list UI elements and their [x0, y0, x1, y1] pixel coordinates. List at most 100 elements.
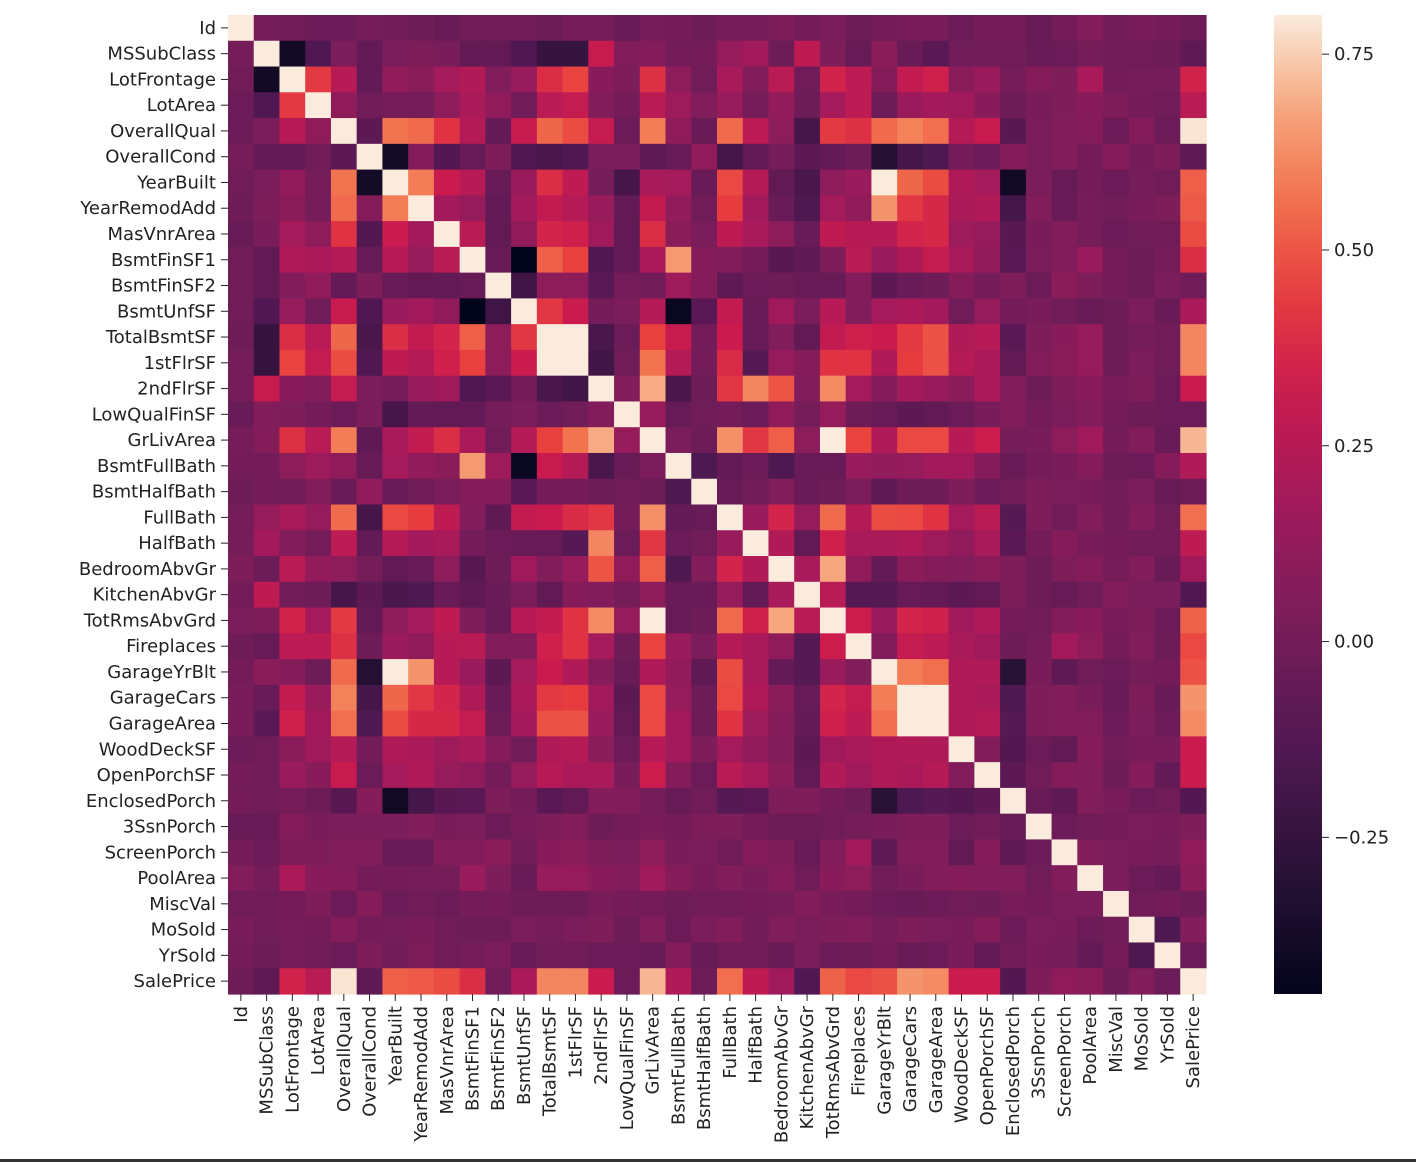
heatmap-cell: [1154, 118, 1181, 145]
heatmap-cell: [330, 452, 358, 480]
row-label: HalfBath: [138, 533, 216, 554]
heatmap-cell: [717, 787, 744, 815]
heatmap-cell: [356, 324, 384, 351]
heatmap-cell: [408, 195, 435, 222]
heatmap-cell: [330, 890, 358, 918]
heatmap-cell: [742, 118, 770, 145]
heatmap-cell: [665, 916, 692, 944]
heatmap-cell: [871, 942, 898, 969]
heatmap-cell: [1180, 839, 1207, 866]
heatmap-cell: [562, 942, 589, 969]
heatmap-cell: [691, 556, 718, 583]
row-label: OverallCond: [105, 147, 216, 168]
heatmap-cell: [768, 762, 795, 789]
heatmap-cell: [665, 349, 692, 377]
heatmap-cell: [922, 787, 950, 815]
heatmap-cell: [279, 298, 306, 325]
heatmap-cell: [948, 916, 975, 944]
heatmap-cell: [1077, 916, 1104, 944]
heatmap-cell: [485, 607, 512, 634]
row-label: BsmtFinSF2: [111, 276, 216, 297]
heatmap-cell: [562, 349, 589, 377]
heatmap-cell: [948, 942, 975, 969]
heatmap-cell: [922, 40, 950, 68]
heatmap-cell: [974, 221, 1001, 248]
heatmap-cell: [588, 787, 615, 815]
heatmap-cell: [922, 762, 950, 789]
heatmap-cell: [768, 478, 795, 506]
heatmap-cell: [279, 349, 306, 377]
heatmap-cell: [1103, 813, 1130, 841]
heatmap-cell: [511, 221, 538, 248]
heatmap-cell: [897, 478, 924, 506]
heatmap-cell: [485, 504, 512, 531]
heatmap-cell: [717, 633, 744, 660]
heatmap-cell: [948, 118, 975, 145]
heatmap-cell: [562, 916, 589, 944]
heatmap-cell: [922, 556, 950, 583]
heatmap-cell: [897, 324, 924, 351]
heatmap-cell: [485, 787, 512, 815]
heatmap-cell: [845, 221, 873, 248]
heatmap-cell: [356, 504, 384, 531]
heatmap-cell: [691, 813, 718, 841]
heatmap-cell: [948, 324, 975, 351]
heatmap-cell: [845, 942, 873, 969]
heatmap-cell: [768, 942, 795, 969]
heatmap-cell: [974, 169, 1001, 196]
heatmap-cell: [1103, 272, 1130, 299]
heatmap-cell: [639, 736, 667, 763]
heatmap-cell: [305, 865, 332, 892]
heatmap-cell: [948, 659, 975, 686]
heatmap-cell: [1051, 633, 1078, 660]
heatmap-cell: [536, 118, 564, 145]
heatmap-cell: [433, 556, 461, 583]
heatmap-cell: [639, 169, 667, 196]
column-label: GarageCars: [900, 1006, 921, 1112]
heatmap-cell: [536, 143, 564, 171]
heatmap-cell: [871, 169, 898, 196]
heatmap-cell: [511, 478, 538, 506]
heatmap-cell: [897, 581, 924, 609]
row-label: MiscVal: [149, 894, 216, 915]
heatmap-cell: [768, 221, 795, 248]
heatmap-cell: [1077, 865, 1104, 892]
heatmap-cell: [845, 839, 873, 866]
heatmap-cell: [1103, 839, 1130, 866]
heatmap-cell: [1154, 787, 1181, 815]
heatmap-cell: [253, 813, 281, 841]
heatmap-cell: [845, 607, 873, 634]
heatmap-cell: [742, 813, 770, 841]
heatmap-cell: [871, 607, 898, 634]
heatmap-cell: [1077, 272, 1104, 299]
heatmap-cell: [974, 916, 1001, 944]
heatmap-cell: [536, 813, 564, 841]
heatmap-cell: [305, 427, 332, 454]
column-label: OpenPorchSF: [977, 1006, 998, 1125]
heatmap-cell: [588, 684, 615, 712]
heatmap-cell: [794, 968, 821, 995]
heatmap-cell: [922, 118, 950, 145]
heatmap-cell: [768, 659, 795, 686]
heatmap-cell: [1128, 633, 1156, 660]
heatmap-cell: [1051, 865, 1078, 892]
heatmap-cell: [330, 143, 358, 171]
heatmap-cell: [279, 633, 306, 660]
heatmap-cell: [665, 118, 692, 145]
heatmap-cell: [1025, 607, 1053, 634]
row-label: 1stFlrSF: [144, 353, 216, 374]
heatmap-cell: [1180, 15, 1207, 42]
heatmap-cell: [588, 40, 615, 68]
heatmap-cell: [1000, 504, 1027, 531]
row-label: OpenPorchSF: [97, 765, 216, 786]
row-label: Fireplaces: [126, 636, 216, 657]
heatmap-cell: [974, 401, 1001, 428]
column-label: BsmtFullBath: [668, 1006, 689, 1125]
heatmap-cell: [1103, 890, 1130, 918]
heatmap-cell: [691, 427, 718, 454]
heatmap-cell: [1077, 169, 1104, 196]
heatmap-cell: [1180, 968, 1207, 995]
heatmap-cell: [228, 736, 255, 763]
heatmap-cell: [253, 530, 281, 557]
